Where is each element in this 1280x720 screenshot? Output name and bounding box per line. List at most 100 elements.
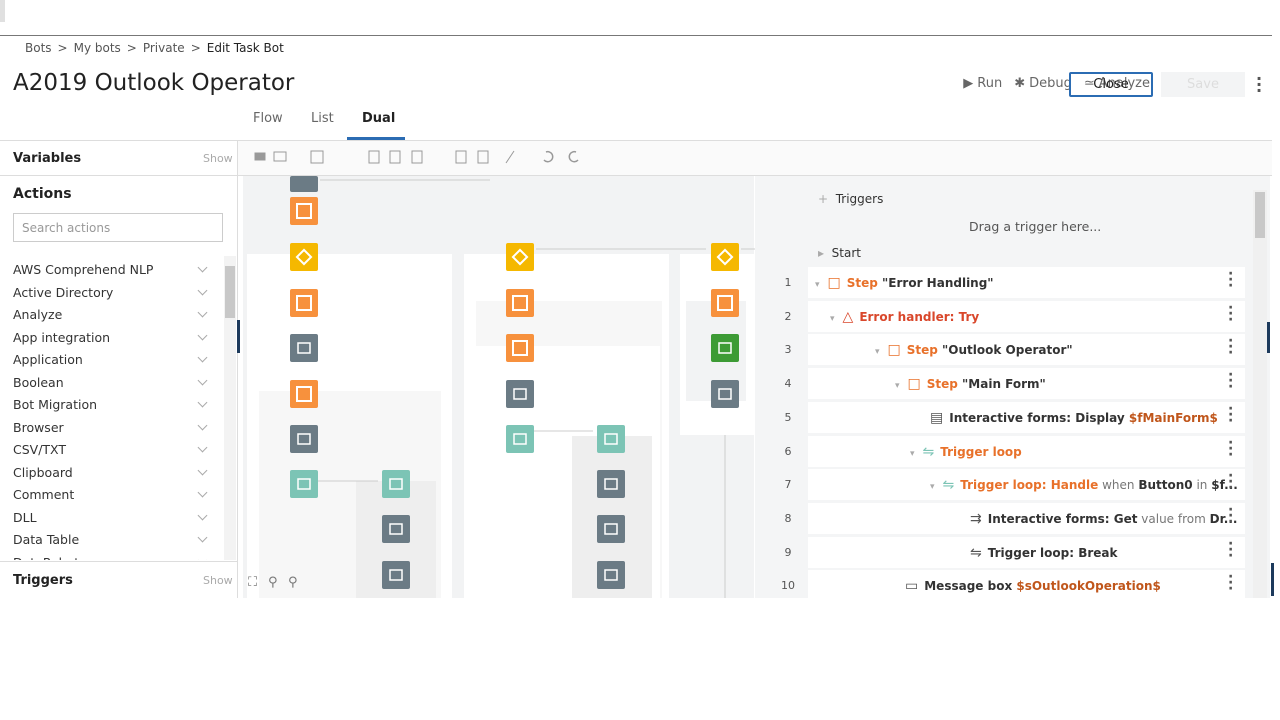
row[interactable]: ▾ △ Error handler: Try · · ·: [808, 299, 1245, 332]
icon: [368, 150, 380, 164]
action-item[interactable]: Application: [13, 352, 83, 367]
row-content: ▾ □ Step "Main Form": [895, 376, 1046, 392]
flow-node[interactable]: [290, 197, 318, 225]
flow-node[interactable]: [506, 334, 534, 362]
flow-node[interactable]: [506, 380, 534, 408]
row-menu[interactable]: · · ·: [1228, 367, 1234, 396]
tab[interactable]: Flow: [253, 111, 283, 126]
icon: [389, 150, 401, 164]
row-text: $sOutlookOperation$: [1012, 579, 1161, 594]
flow-node[interactable]: [597, 515, 625, 543]
row[interactable]: ▾ ⇋ Trigger loop: Handle when Button0 in $…: [808, 468, 1245, 501]
row-menu[interactable]: · · ·: [1228, 333, 1234, 362]
flow-node[interactable]: [382, 470, 410, 498]
zoom-control[interactable]: ⚲: [288, 575, 298, 590]
save-button[interactable]: Save: [1161, 72, 1245, 97]
flow-node[interactable]: [711, 380, 739, 408]
show-link[interactable]: Show: [203, 574, 233, 587]
flow-node[interactable]: [711, 243, 739, 271]
row-menu[interactable]: · · ·: [1228, 535, 1234, 564]
zoom-control[interactable]: ⛶: [247, 575, 258, 590]
row-menu[interactable]: · · ·: [1228, 434, 1234, 463]
flow-node[interactable]: [597, 561, 625, 589]
drop-hint: Drag a trigger here...: [969, 219, 1102, 234]
row-menu[interactable]: · · ·: [1228, 266, 1234, 294]
flow-node[interactable]: [290, 425, 318, 453]
row[interactable]: ▾ □ Step "Error Handling" · · ·: [808, 267, 1245, 298]
row[interactable]: ▾ □ Step "Main Form" · · ·: [808, 367, 1245, 400]
row-menu[interactable]: · · ·: [1228, 569, 1234, 598]
flow-node[interactable]: [290, 243, 318, 271]
action-item[interactable]: Clipboard: [13, 464, 73, 480]
triggers-header[interactable]: Triggers: [13, 573, 73, 588]
icon: [477, 150, 489, 164]
crumb[interactable]: Private: [142, 41, 185, 55]
node-glyph: [296, 295, 312, 311]
node-glyph: [295, 248, 313, 266]
node-glyph: [296, 386, 312, 402]
zoom-control[interactable]: ⚲: [268, 575, 278, 590]
crumb[interactable]: My bots: [73, 41, 121, 55]
crumb[interactable]: Edit Task Bot: [206, 41, 284, 55]
flow-node[interactable]: [711, 289, 739, 317]
icon: [411, 150, 423, 164]
action-button[interactable]: ≃ Analyze: [1084, 76, 1150, 91]
flow-node[interactable]: [597, 425, 625, 453]
separator: >: [57, 41, 68, 55]
action-item[interactable]: Data Table: [13, 532, 80, 547]
node-glyph: [511, 248, 529, 266]
row-number: 6: [784, 444, 792, 458]
show-link[interactable]: Show: [203, 152, 233, 165]
row-menu[interactable]: · · ·: [1228, 468, 1234, 497]
action-item[interactable]: Active Directory: [13, 284, 114, 300]
row[interactable]: ▾ ⇋ Trigger loop · · ·: [808, 434, 1245, 467]
row-number: 10: [781, 579, 795, 593]
row[interactable]: ▭ Message box $sOutlookOperation$ · · ·: [808, 570, 1245, 598]
flow-node[interactable]: [290, 334, 318, 362]
action-item[interactable]: Boolean: [13, 374, 64, 390]
tab[interactable]: List: [311, 111, 334, 126]
flow-node[interactable]: [290, 380, 318, 408]
flow-node[interactable]: [597, 470, 625, 498]
row[interactable]: ⇋ Trigger loop: Break · · ·: [808, 535, 1245, 568]
tab-underline: [347, 137, 405, 140]
flow-node[interactable]: [382, 561, 410, 589]
action-item[interactable]: DLL: [13, 509, 37, 525]
action-item[interactable]: Analyze: [13, 307, 63, 322]
row-icon: △: [842, 308, 854, 325]
row-menu[interactable]: · · ·: [1228, 400, 1234, 429]
action-item[interactable]: CSV/TXT: [13, 442, 67, 457]
flow-node[interactable]: [290, 289, 318, 317]
action-button[interactable]: ▶ Run: [963, 76, 1002, 91]
action-button[interactable]: ✱ Debug: [1014, 76, 1072, 91]
close-button[interactable]: Close: [1069, 72, 1153, 97]
row-menu[interactable]: · · ·: [1228, 299, 1234, 328]
action-item[interactable]: AWS Comprehend NLP: [13, 262, 154, 277]
flow-node[interactable]: [382, 515, 410, 543]
caret: ▾: [930, 482, 935, 493]
variables-header[interactable]: Variables: [13, 151, 82, 166]
icon: [543, 150, 554, 163]
action-item[interactable]: Comment: [13, 487, 75, 502]
search-input[interactable]: Search actions: [13, 213, 223, 242]
text: Start: [831, 246, 861, 260]
flow-node[interactable]: [506, 425, 534, 453]
more-menu[interactable]: · · ·: [1256, 69, 1263, 100]
tab-active[interactable]: Dual: [362, 111, 396, 126]
flow-node[interactable]: [506, 243, 534, 271]
flow-node[interactable]: [711, 334, 739, 362]
action-item[interactable]: Browser: [13, 419, 64, 435]
flow-node[interactable]: [290, 176, 318, 192]
row[interactable]: ▤ Interactive forms: Display $fMainForm$ ·…: [808, 400, 1245, 433]
row[interactable]: ⇉ Interactive forms: Get value from Dr...…: [808, 501, 1245, 534]
flow-node[interactable]: [506, 289, 534, 317]
row-text: "Outlook Operator": [937, 343, 1073, 358]
row-number: 7: [784, 478, 792, 492]
row-menu[interactable]: · · ·: [1228, 501, 1234, 530]
flow-node[interactable]: [290, 470, 318, 498]
action-item[interactable]: DataRobot: [13, 555, 79, 561]
row[interactable]: ▾ □ Step "Outlook Operator" · · ·: [808, 333, 1245, 366]
action-item[interactable]: Bot Migration: [13, 397, 98, 412]
crumb[interactable]: Bots: [25, 41, 52, 55]
action-item[interactable]: App integration: [13, 329, 111, 345]
